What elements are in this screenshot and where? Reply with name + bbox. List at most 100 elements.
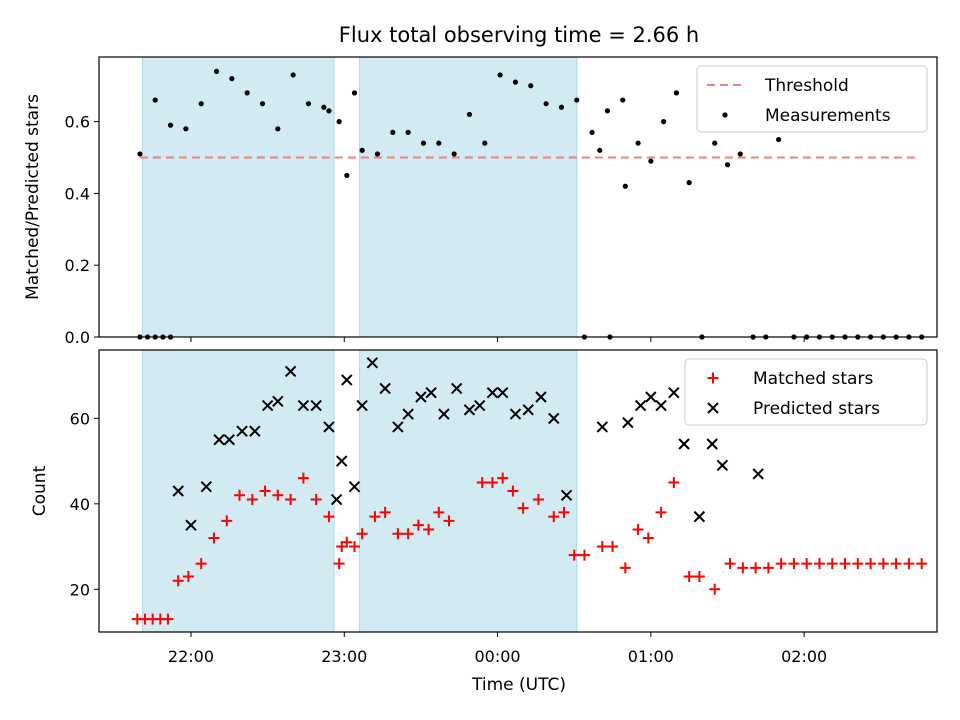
predicted-stars-point (655, 399, 667, 412)
predicted-stars-point (678, 438, 690, 450)
measurements-point (405, 129, 411, 135)
matched-stars-point (852, 558, 864, 570)
matched-stars-point (762, 562, 774, 574)
bottom-y-ticks: 20 40 60 (70, 409, 99, 599)
measurements-point (482, 140, 488, 146)
predicted-stars-point (706, 438, 718, 450)
matched-stars-point (683, 570, 695, 582)
predicted-stars-point (425, 387, 437, 399)
matched-stars-point (532, 494, 544, 506)
predicted-stars-point (223, 434, 236, 446)
matched-stars-point (412, 519, 424, 531)
matched-stars-point (668, 476, 680, 488)
top-y-tick-label: 0.4 (65, 184, 90, 203)
predicted-stars-point (392, 421, 404, 433)
measurements-point (620, 97, 626, 103)
matched-stars-point (619, 562, 631, 574)
matched-stars-point (890, 558, 902, 570)
x-tick-label: 02:00 (781, 647, 827, 666)
measurements-point (198, 101, 204, 107)
predicted-stars-point (438, 408, 450, 420)
measurements-point (359, 147, 365, 153)
predicted-stars-point (348, 481, 361, 493)
matched-stars-point (578, 549, 590, 561)
bottom-legend-box (684, 358, 928, 426)
predicted-stars-point (496, 387, 509, 399)
matched-stars-point (234, 489, 246, 501)
measurements-point (351, 90, 358, 96)
top-axes-frame (98, 56, 938, 338)
measurements-point (775, 136, 782, 143)
matched-stars-point (259, 485, 271, 497)
predicted-stars-point (236, 425, 248, 437)
bottom-x-ticks: 22:00 23:00 00:00 01:00 02:00 (168, 632, 827, 666)
predicted-stars-point (693, 510, 706, 523)
measurements-point (597, 147, 603, 153)
matched-stars-point (369, 511, 381, 523)
matched-stars-point (655, 506, 667, 518)
figure-title: Flux total observing time = 2.66 h (339, 23, 699, 47)
top-shaded-interval (359, 56, 578, 338)
matched-stars-point (476, 476, 488, 488)
top-shaded-intervals (141, 56, 578, 338)
measurements-point (558, 104, 565, 110)
matched-stars-point (310, 494, 322, 506)
matched-stars-point (750, 562, 762, 574)
matched-stars-point (596, 541, 608, 553)
top-legend-box (696, 65, 928, 133)
measurements-point (497, 72, 503, 78)
matched-stars-point (402, 528, 414, 540)
matched-stars-point (486, 476, 498, 488)
measurements-point (326, 108, 332, 114)
x-tick-label: 01:00 (628, 647, 674, 666)
matched-stars-point (903, 558, 915, 570)
predicted-stars-point (473, 399, 486, 412)
bottom-legend-label: Matched stars (753, 369, 873, 389)
predicted-stars-point (356, 399, 368, 412)
matched-stars-point (172, 575, 184, 587)
predicted-stars-point (249, 425, 261, 437)
measurements-point (336, 119, 342, 125)
predicted-stars-point (668, 387, 680, 399)
bottom-y-axis-label: Count (30, 465, 50, 516)
predicted-stars-point (261, 399, 274, 412)
measurements-point (604, 108, 611, 114)
matched-stars-point (709, 583, 721, 595)
predicted-stars-point (596, 421, 609, 433)
matched-stars-point (877, 558, 889, 570)
bottom-legend: Matched stars Predicted stars (684, 358, 928, 426)
bottom-x-axis-label: Time (UTC) (471, 675, 566, 695)
bottom-count-points (131, 357, 928, 625)
matched-stars-point (379, 506, 391, 518)
x-tick-label: 23:00 (321, 647, 367, 666)
predicted-stars-point (535, 391, 547, 403)
matched-stars-point (775, 558, 787, 570)
matched-stars-point (507, 485, 519, 497)
bottom-panel: 20 40 60 22:00 23:00 00:00 01:00 02:00 Count T… (30, 349, 938, 695)
top-measurement-points (137, 68, 925, 340)
measurements-point (673, 90, 680, 96)
matched-stars-point (737, 562, 749, 574)
predicted-stars-point (379, 382, 391, 395)
top-x-ticks (190, 337, 805, 342)
matched-stars-point (297, 472, 309, 484)
measurements-point (543, 101, 549, 107)
predicted-stars-point (330, 493, 343, 506)
predicted-stars-point (486, 387, 499, 399)
measurements-point (344, 172, 350, 179)
matched-stars-point (323, 511, 335, 523)
matched-stars-point (839, 558, 851, 570)
x-tick-label: 00:00 (475, 647, 521, 666)
measurements-point (574, 97, 580, 103)
measurements-point (661, 119, 667, 125)
matched-stars-point (433, 506, 445, 518)
predicted-stars-point (415, 391, 427, 403)
predicted-stars-point (366, 357, 379, 369)
measurements-point (512, 79, 519, 85)
matched-stars-point (916, 558, 928, 570)
predicted-stars-point (634, 399, 647, 412)
predicted-stars-point (310, 399, 322, 412)
measurements-point (374, 151, 381, 157)
matched-stars-point (801, 558, 813, 570)
